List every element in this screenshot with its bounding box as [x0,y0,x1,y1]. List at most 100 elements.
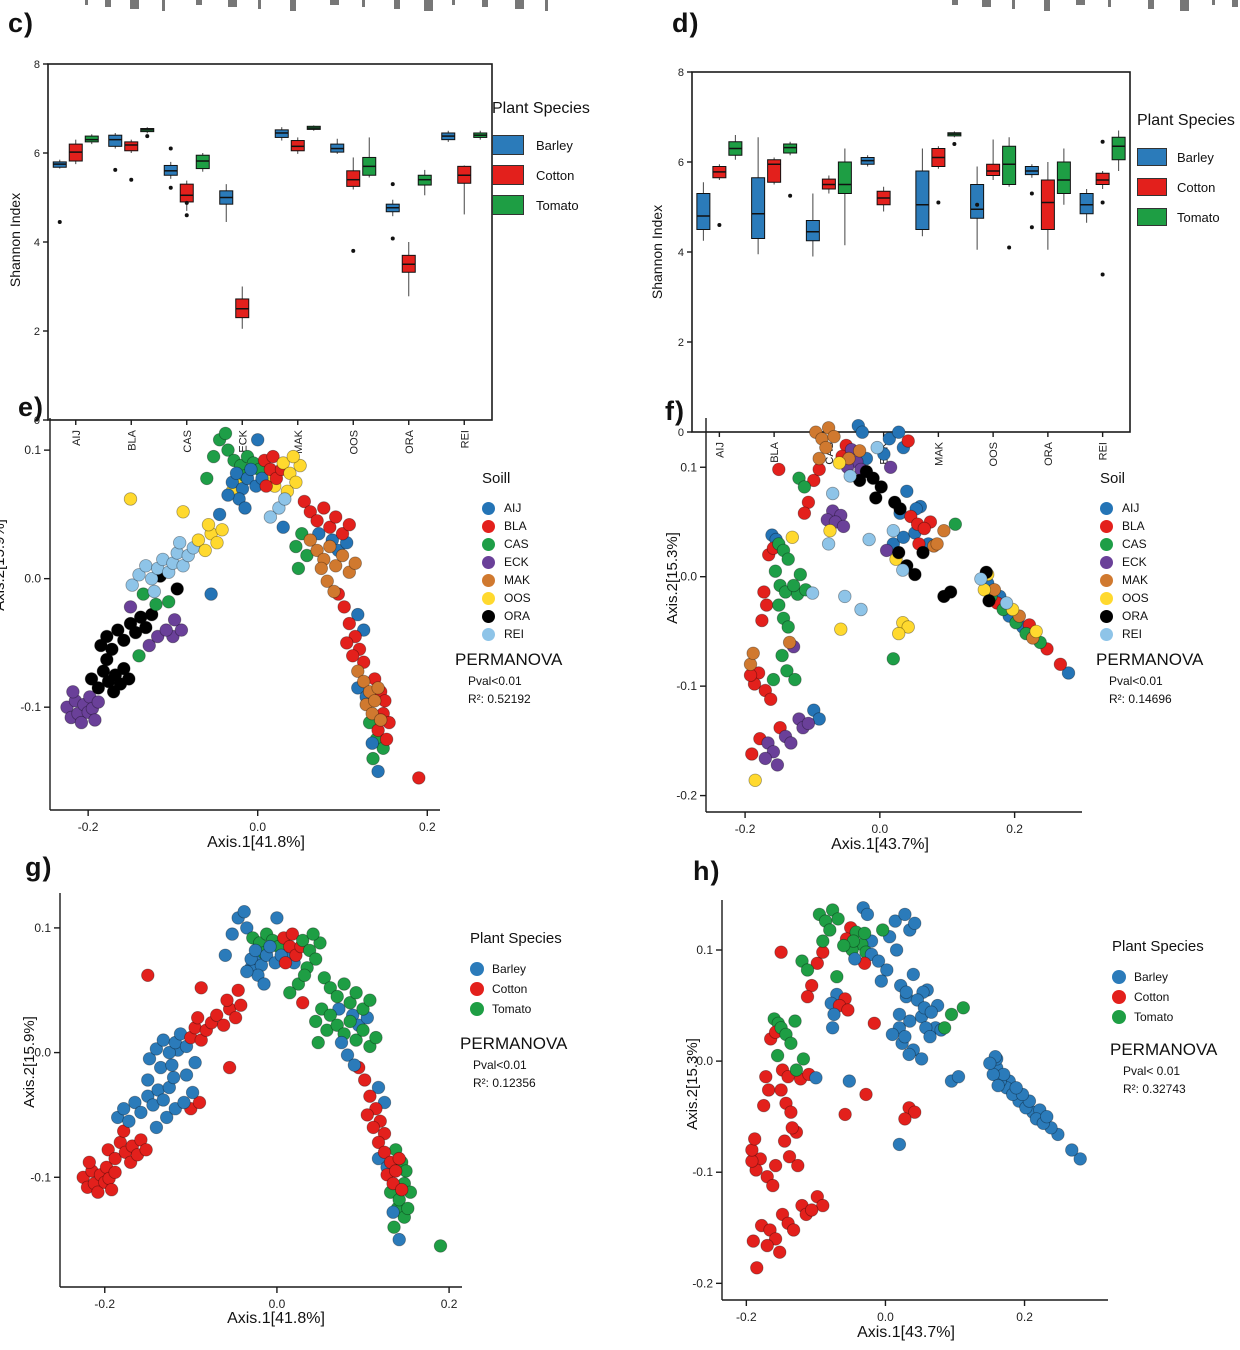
data-point [144,572,159,586]
data-point [174,623,189,637]
data-point [161,595,176,609]
axis-tick-label: 0.2 [1006,822,1023,836]
axis-tick-label: AIJ [714,442,726,458]
legend-item-label: BLA [1122,519,1145,533]
data-point [892,1007,907,1022]
axis-tick-label: -0.2 [94,1297,115,1311]
legend-item-eck: ECK [482,553,531,571]
outlier-point [184,213,189,218]
data-point [176,505,190,519]
legend-item-barley: Barley [1137,142,1235,172]
panel-h-scatter: -0.2 0.0 0.2 0.1 0.0 -0.1 -0.2 [692,900,1108,1324]
panel-f-scatter: -0.2 0.0 0.2 0.1 0.0 -0.1 -0.2 [676,418,1082,836]
data-point [821,537,836,551]
axis-tick-label: 0 [678,427,684,439]
data-point [117,633,131,648]
outlier-point [952,142,957,146]
data-point [908,1105,922,1119]
outlier-point [168,146,173,151]
axis-tick-label: ECK [237,429,249,452]
data-point [190,1011,205,1025]
h-y-axis-title: Axis.2[15.3%] [684,1038,701,1130]
cropped-text-mark [1232,0,1238,7]
data-point [401,1201,415,1216]
data-point [323,539,337,554]
outlier-point [113,167,118,172]
data-point [386,1205,400,1219]
data-point [221,488,235,502]
data-point [220,993,234,1007]
data-point [147,584,162,599]
data-point [159,623,173,637]
axis-tick-label: -0.1 [20,700,41,714]
data-point [357,655,371,669]
data-point [377,1126,392,1141]
data-point [793,567,808,582]
data-point [866,471,880,485]
data-point [876,923,890,937]
data-point [999,596,1014,610]
data-point [770,758,785,772]
data-point [358,1073,372,1087]
legend-item-label: MAK [1122,573,1149,587]
data-point [772,462,786,477]
data-point [746,1234,761,1248]
data-point [860,907,875,922]
legend-dot-tomato [1112,1010,1126,1024]
d-y-axis-title: Shannon Index [649,204,665,300]
data-point [142,1052,157,1066]
cropped-text-mark [1076,0,1085,5]
data-point [748,773,762,788]
data-point [785,530,800,545]
axis-tick-label: AIJ [71,430,83,446]
data-point [750,1261,764,1275]
outlier-point [936,200,941,205]
data-point [1065,1143,1079,1157]
data-point [805,1203,819,1217]
cropped-text-mark [424,0,433,11]
data-point [842,1074,857,1088]
data-point [379,732,394,747]
data-point [374,713,388,727]
data-point [854,602,868,617]
data-point [784,1105,798,1119]
permanova-r2: R²: 0.52192 [468,692,531,706]
legend-dot-cas [482,537,495,551]
legend-item-label: AIJ [504,501,522,515]
axis-tick-label: ORA [1043,441,1055,466]
data-point [311,1035,325,1050]
data-point [229,466,244,481]
outlier-point [390,182,395,187]
data-point [768,564,783,578]
axis-tick-label: 6 [34,148,40,160]
legend-plant-species-c: Plant Species Barley Cotton Tomato [492,100,590,220]
legend-item-label: REI [1122,627,1143,641]
box [108,134,123,147]
data-point [433,1239,448,1253]
data-point [901,434,915,448]
data-point [139,559,153,573]
data-point [786,578,801,593]
legend-dot-aij [482,501,495,515]
data-point [340,1048,355,1062]
data-point [91,695,106,709]
data-point [323,981,338,995]
data-point [841,1003,855,1017]
legend-item-ora: ORA [1100,607,1149,625]
data-point [323,520,337,534]
cropped-text-mark [545,0,548,11]
data-point [983,1056,997,1071]
h-x-axis-title: Axis.1[43.7%] [857,1324,955,1341]
data-point [392,1151,406,1166]
legend-item-oos: OOS [1100,589,1149,607]
data-point [343,996,357,1010]
data-point [300,548,314,563]
cropped-text-mark [1044,0,1050,11]
data-point [66,685,80,699]
legend-item-aij: AIJ [1100,499,1149,517]
legend-dot-mak [482,573,495,587]
legend-item-cotton: Cotton [470,979,562,999]
data-point [943,585,958,599]
legend-item-label: Barley [492,962,527,976]
